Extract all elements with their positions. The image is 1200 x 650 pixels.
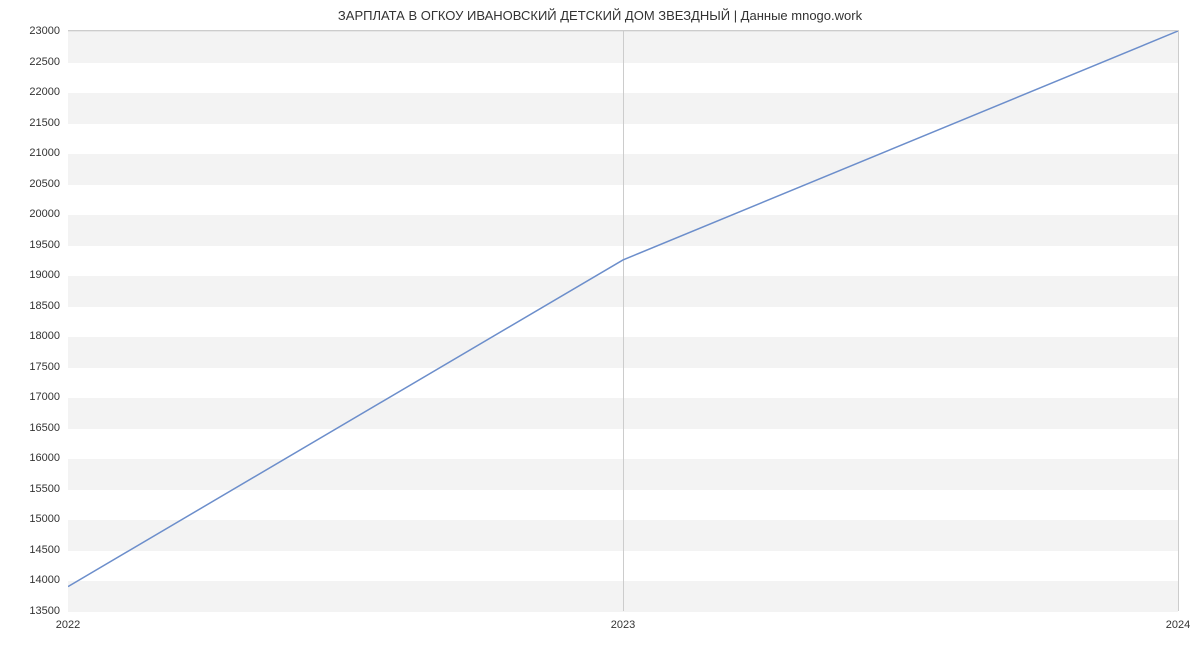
y-tick-label: 17000	[29, 391, 60, 403]
y-tick-label: 20000	[29, 208, 60, 220]
y-tick-label: 15000	[29, 513, 60, 525]
x-tick-label: 2024	[1166, 619, 1190, 631]
y-tick-label: 17500	[29, 361, 60, 373]
y-tick-label: 15500	[29, 483, 60, 495]
x-gridline	[1178, 31, 1179, 611]
y-tick-label: 18000	[29, 330, 60, 342]
x-tick-label: 2023	[611, 619, 635, 631]
y-tick-label: 14000	[29, 574, 60, 586]
y-tick-label: 23000	[29, 25, 60, 37]
chart-container: ЗАРПЛАТА В ОГКОУ ИВАНОВСКИЙ ДЕТСКИЙ ДОМ …	[0, 0, 1200, 650]
series-svg	[68, 31, 1178, 611]
plot-area: 1350014000145001500015500160001650017000…	[68, 30, 1179, 611]
series-line-salary	[68, 31, 1178, 587]
y-tick-label: 14500	[29, 544, 60, 556]
y-tick-label: 18500	[29, 300, 60, 312]
y-tick-label: 19000	[29, 269, 60, 281]
x-tick-label: 2022	[56, 619, 80, 631]
y-tick-label: 16000	[29, 452, 60, 464]
y-tick-label: 16500	[29, 422, 60, 434]
y-tick-label: 19500	[29, 239, 60, 251]
y-tick-label: 22500	[29, 56, 60, 68]
y-tick-label: 21500	[29, 117, 60, 129]
y-tick-label: 20500	[29, 178, 60, 190]
y-tick-label: 13500	[29, 605, 60, 617]
y-tick-label: 22000	[29, 86, 60, 98]
chart-title: ЗАРПЛАТА В ОГКОУ ИВАНОВСКИЙ ДЕТСКИЙ ДОМ …	[0, 8, 1200, 23]
y-tick-label: 21000	[29, 147, 60, 159]
